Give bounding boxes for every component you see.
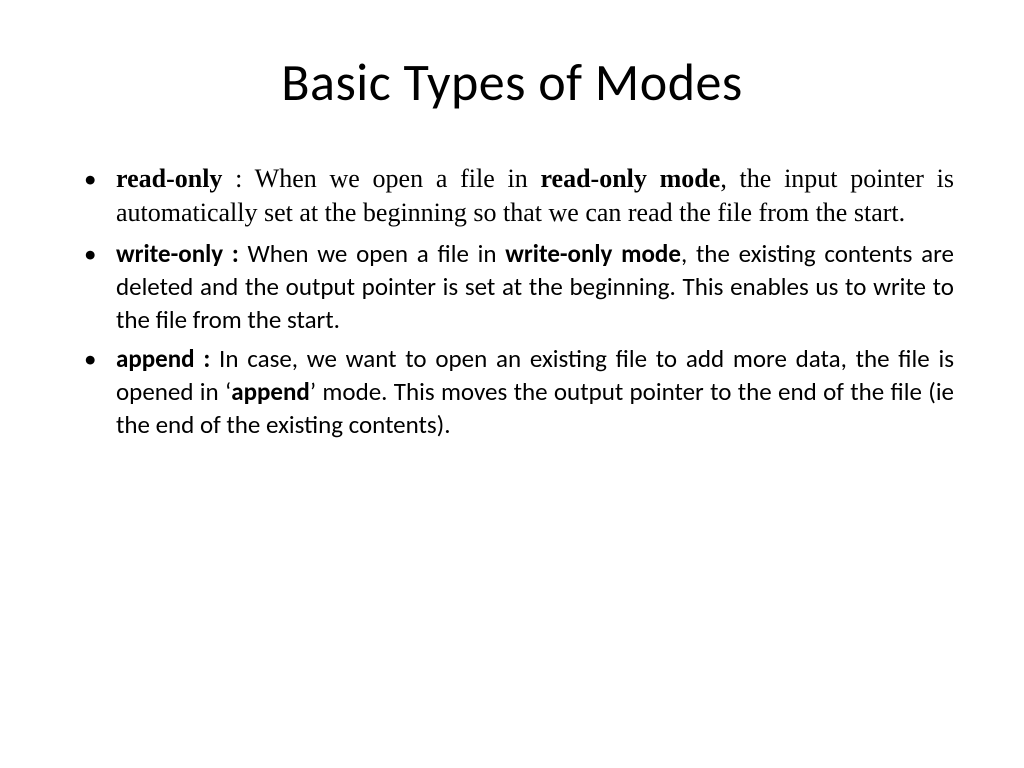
slide: Basic Types of Modes read-only : When we… — [0, 0, 1024, 768]
list-item: write-only : When we open a file in writ… — [70, 237, 954, 336]
keyword: write-only mode — [505, 238, 681, 269]
mode-name: read-only — [116, 164, 222, 193]
text-run: : When we open a file in — [222, 164, 540, 193]
bullet-list: read-only : When we open a file in read-… — [70, 162, 954, 441]
keyword: read-only mode — [540, 164, 720, 193]
mode-name: append : — [116, 343, 210, 374]
bullet-text: write-only : When we open a file in writ… — [116, 238, 954, 335]
keyword: append — [231, 376, 310, 407]
slide-title: Basic Types of Modes — [70, 50, 954, 114]
bullet-text: read-only : When we open a file in read-… — [116, 164, 954, 227]
text-run: When we open a file in — [239, 238, 506, 269]
mode-name: write-only : — [116, 238, 239, 269]
list-item: append : In case, we want to open an exi… — [70, 342, 954, 441]
list-item: read-only : When we open a file in read-… — [70, 162, 954, 231]
bullet-text: append : In case, we want to open an exi… — [116, 343, 954, 440]
